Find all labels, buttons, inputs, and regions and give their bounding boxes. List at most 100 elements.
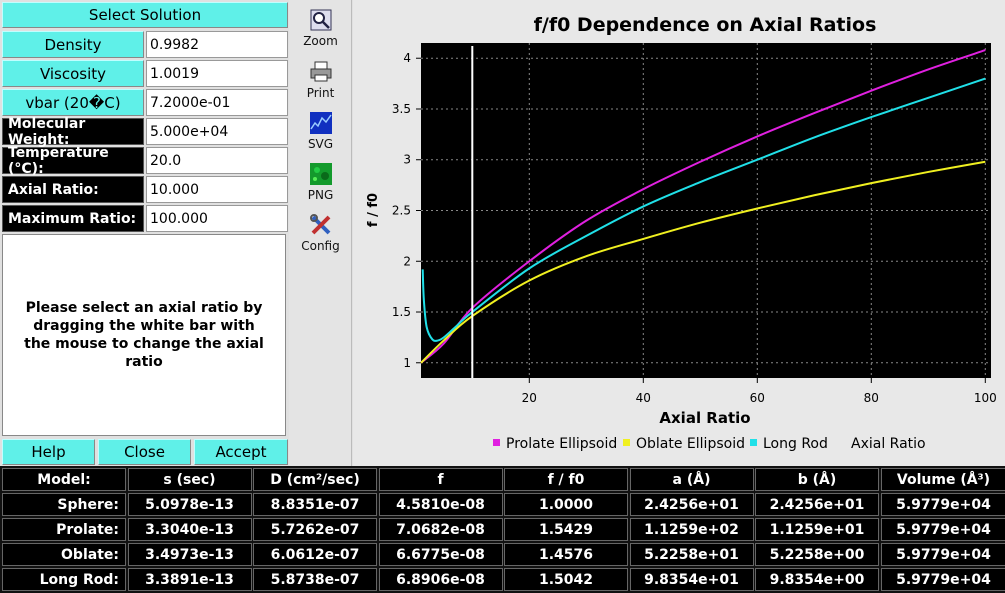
y-tick-label: 1.5 <box>392 305 411 319</box>
table-cell: 2.4256e+01 <box>629 493 754 516</box>
x-tick-label: 60 <box>750 391 765 405</box>
x-tick-label: 100 <box>974 391 997 405</box>
series-line-oblate-ellipsoid <box>420 160 986 364</box>
legend: Prolate Ellipsoid Oblate Ellipsoid Long Ro… <box>493 436 926 452</box>
table-cell: 1.1259e+02 <box>629 518 754 541</box>
legend-label: Axial Ratio <box>851 436 926 452</box>
y-axis-label: f / f0 <box>366 193 381 227</box>
svg-label: SVG <box>307 137 334 151</box>
table-cell: 5.8738e-07 <box>253 568 377 591</box>
x-tick-label: 40 <box>636 391 651 405</box>
table-cell: 2.4256e+01 <box>755 493 879 516</box>
y-tick-label: 3.5 <box>392 102 411 116</box>
y-tick-label: 3 <box>403 153 411 167</box>
molecular-weight-field[interactable]: 5.000e+04 <box>146 118 288 145</box>
legend-label: Long Rod <box>763 436 828 452</box>
maximum-ratio-field[interactable]: 100.000 <box>146 205 288 232</box>
ff0-chart: f/f0 Dependence on Axial Ratios 20 40 60 80… <box>366 14 997 452</box>
table-cell: 1.4576 <box>504 543 628 566</box>
axial-ratio-field[interactable]: 10.000 <box>146 176 288 203</box>
maximum-ratio-label: Maximum Ratio: <box>2 205 144 232</box>
table-row-label: Long Rod: <box>2 568 126 591</box>
png-export-icon <box>309 163 332 185</box>
table-row-label: Sphere: <box>2 493 126 516</box>
viscosity-field[interactable]: 1.0019 <box>146 60 288 87</box>
legend-label: Prolate Ellipsoid <box>506 436 617 452</box>
svg-export-icon <box>309 112 332 134</box>
table-cell: 5.9779e+04 <box>880 568 1005 591</box>
table-cell: 9.8354e+00 <box>755 568 879 591</box>
help-button[interactable]: Help <box>2 439 95 465</box>
svg-tool[interactable]: SVG <box>289 111 352 151</box>
table-cell: 6.0612e-07 <box>253 543 377 566</box>
table-cell: 5.7262e-07 <box>253 518 377 541</box>
table-cell: 8.8351e-07 <box>253 493 377 516</box>
table-cell: 9.8354e+01 <box>629 568 754 591</box>
table-cell: 5.9779e+04 <box>880 493 1005 516</box>
temperature-label: Temperature (°C): <box>2 145 144 177</box>
table-cell: 4.5810e-08 <box>378 493 503 516</box>
density-field[interactable]: 0.9982 <box>146 31 288 58</box>
table-header-cell: Model: <box>2 468 126 491</box>
temperature-field[interactable]: 20.0 <box>146 147 288 174</box>
table-cell: 3.3891e-13 <box>127 568 252 591</box>
y-tick-label: 4 <box>403 51 411 65</box>
axial-ratio-label: Axial Ratio: <box>2 176 144 203</box>
table-cell: 1.1259e+01 <box>755 518 879 541</box>
density-button[interactable]: Density <box>2 31 144 58</box>
table-header-cell: a (Å) <box>629 468 754 491</box>
table-header-cell: f / f0 <box>504 468 628 491</box>
table-cell: 1.5429 <box>504 518 628 541</box>
table-header-cell: s (sec) <box>127 468 252 491</box>
vbar-button[interactable]: vbar (20�C) <box>2 89 144 116</box>
chart-title: f/f0 Dependence on Axial Ratios <box>534 14 877 36</box>
instruction-message: Please select an axial ratio by dragging… <box>2 234 286 436</box>
accept-button[interactable]: Accept <box>194 439 288 465</box>
close-button[interactable]: Close <box>98 439 191 465</box>
x-tick-label: 80 <box>864 391 879 405</box>
table-header-cell: f <box>378 468 503 491</box>
axis-ticks: 20 40 60 80 100 1 1.5 2 2.5 3 3.5 4 <box>392 51 997 405</box>
png-label: PNG <box>307 188 334 202</box>
tools-icon <box>309 214 330 235</box>
print-tool[interactable]: Print <box>289 60 352 100</box>
x-axis-label: Axial Ratio <box>659 409 750 427</box>
table-cell: 3.4973e-13 <box>127 543 252 566</box>
table-row-label: Oblate: <box>2 543 126 566</box>
table-header-cell: Volume (Å³) <box>880 468 1005 491</box>
legend-swatch <box>493 439 500 446</box>
y-tick-label: 1 <box>403 356 411 370</box>
config-tool[interactable]: Config <box>289 213 352 253</box>
table-cell: 6.6775e-08 <box>378 543 503 566</box>
png-tool[interactable]: PNG <box>289 162 352 202</box>
molecular-weight-label: Molecular Weight: <box>2 116 144 148</box>
viscosity-button[interactable]: Viscosity <box>2 60 144 87</box>
table-header-cell: b (Å) <box>755 468 879 491</box>
legend-swatch <box>750 439 757 446</box>
printer-icon <box>310 61 331 82</box>
table-cell: 1.5042 <box>504 568 628 591</box>
table-cell: 5.2258e+00 <box>755 543 879 566</box>
table-cell: 7.0682e-08 <box>378 518 503 541</box>
y-tick-label: 2.5 <box>392 204 411 218</box>
print-label: Print <box>306 86 335 100</box>
table-cell: 5.2258e+01 <box>629 543 754 566</box>
select-solution-button[interactable]: Select Solution <box>2 2 288 28</box>
legend-swatch <box>623 439 630 446</box>
results-table: Model: s (sec) D (cm²/sec) f f / f0 a (Å) b (Å… <box>0 466 1005 593</box>
x-tick-label: 20 <box>522 391 537 405</box>
table-cell: 6.8906e-08 <box>378 568 503 591</box>
table-cell: 5.9779e+04 <box>880 543 1005 566</box>
legend-label: Oblate Ellipsoid <box>636 436 745 452</box>
vbar-field[interactable]: 7.2000e-01 <box>146 89 288 116</box>
plot-toolbar: Zoom Print SVG PNG Config <box>289 0 352 466</box>
zoom-icon <box>310 9 331 31</box>
zoom-tool[interactable]: Zoom <box>289 8 352 48</box>
config-label: Config <box>301 239 340 253</box>
table-cell: 3.3040e-13 <box>127 518 252 541</box>
zoom-label: Zoom <box>303 34 338 48</box>
table-cell: 5.9779e+04 <box>880 518 1005 541</box>
table-cell: 5.0978e-13 <box>127 493 252 516</box>
y-tick-label: 2 <box>403 254 411 268</box>
series-line-long-rod <box>421 77 986 342</box>
